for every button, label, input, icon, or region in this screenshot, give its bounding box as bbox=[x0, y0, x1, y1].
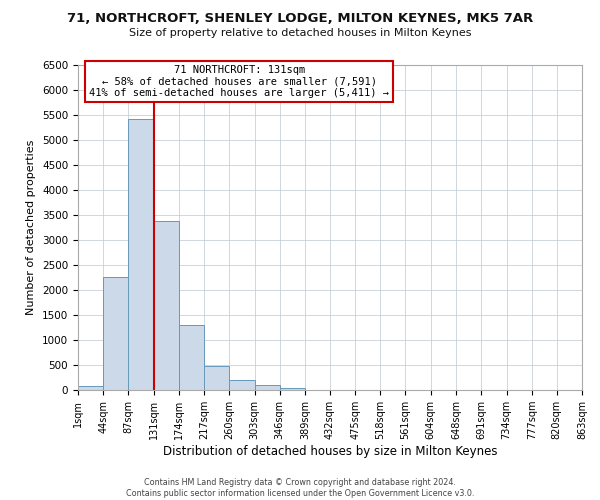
Text: Size of property relative to detached houses in Milton Keynes: Size of property relative to detached ho… bbox=[129, 28, 471, 38]
Text: 71 NORTHCROFT: 131sqm
← 58% of detached houses are smaller (7,591)
41% of semi-d: 71 NORTHCROFT: 131sqm ← 58% of detached … bbox=[89, 65, 389, 98]
X-axis label: Distribution of detached houses by size in Milton Keynes: Distribution of detached houses by size … bbox=[163, 445, 497, 458]
Bar bbox=[204, 366, 229, 390]
Bar bbox=[229, 380, 254, 390]
Bar bbox=[103, 276, 128, 390]
Text: Contains HM Land Registry data © Crown copyright and database right 2024.
Contai: Contains HM Land Registry data © Crown c… bbox=[126, 478, 474, 498]
Bar bbox=[128, 118, 154, 390]
Bar bbox=[280, 388, 305, 390]
Bar bbox=[179, 324, 204, 390]
Bar bbox=[78, 386, 103, 390]
Y-axis label: Number of detached properties: Number of detached properties bbox=[26, 140, 37, 315]
Bar bbox=[154, 221, 179, 390]
Bar bbox=[254, 385, 280, 390]
Text: 71, NORTHCROFT, SHENLEY LODGE, MILTON KEYNES, MK5 7AR: 71, NORTHCROFT, SHENLEY LODGE, MILTON KE… bbox=[67, 12, 533, 26]
